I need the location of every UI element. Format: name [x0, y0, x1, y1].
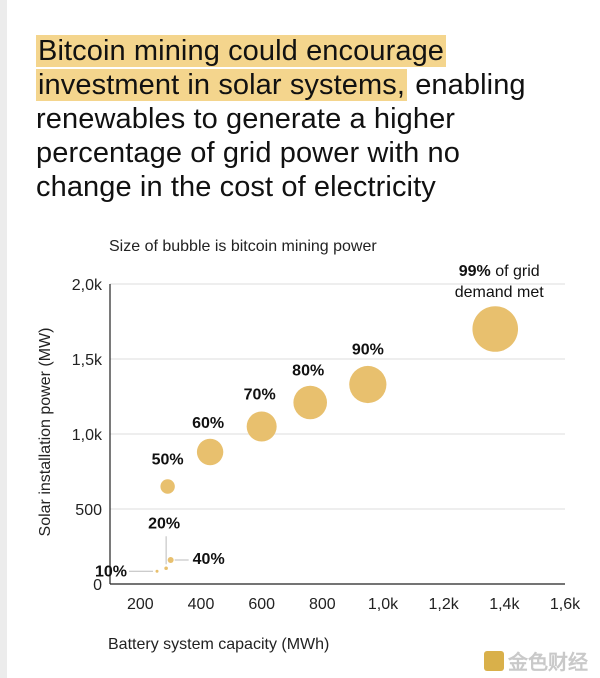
bubble-label: 60%	[192, 415, 224, 432]
bubbles	[155, 306, 519, 573]
y-tick-label: 2,0k	[72, 277, 103, 294]
bubble-10pct	[155, 569, 159, 573]
bubble-label: 40%	[193, 551, 225, 568]
bubble-label: 80%	[292, 363, 324, 380]
watermark-text: 金色财经	[508, 652, 588, 674]
bubble-20pct	[164, 566, 168, 571]
label-connectors	[129, 536, 189, 572]
y-tick-label: 500	[75, 502, 102, 519]
headline-rest: enabling renewables to generate a higher…	[36, 69, 526, 203]
bubble-label: 90%	[352, 342, 384, 359]
bubble-label: 10%	[95, 563, 127, 580]
x-tick-label: 1,2k	[429, 596, 460, 613]
axes	[109, 284, 565, 585]
bubble-labels: 10% 20% 40% 50% 60% 70% 80% 90% 99% of grid deman…	[95, 263, 544, 580]
bubble-60pct	[196, 438, 224, 466]
bubble-99pct	[472, 306, 519, 352]
y-tick-label: 1,5k	[72, 352, 103, 369]
x-tick-label: 400	[188, 596, 215, 613]
y-axis-label: Solar installation power (MW)	[37, 328, 54, 537]
x-tick-label: 1,4k	[489, 596, 520, 613]
y-tick-label: 0	[93, 577, 102, 594]
x-tick-label: 1,0k	[368, 596, 399, 613]
y-tick-labels: 0 500 1,0k 1,5k 2,0k	[72, 277, 103, 594]
watermark: 金色财经	[484, 646, 588, 675]
chart-subtitle: Size of bubble is bitcoin mining power	[109, 238, 377, 255]
x-tick-label: 200	[127, 596, 154, 613]
x-tick-labels: 200 400 600 800 1,0k 1,2k 1,4k 1,6k	[127, 596, 581, 613]
watermark-logo-icon	[484, 650, 504, 671]
bubble-label: 99% of grid	[459, 263, 540, 280]
bubble-40pct	[167, 557, 174, 563]
y-tick-label: 1,0k	[72, 427, 103, 444]
left-edge-rule	[0, 0, 7, 678]
bubble-80pct	[293, 385, 328, 420]
bubble-90pct	[349, 365, 387, 404]
bubble-50pct	[160, 479, 175, 494]
bubble-70pct	[246, 411, 277, 442]
bubble-label-line2: demand met	[455, 284, 544, 301]
headline: Bitcoin mining could encourage investmen…	[36, 34, 556, 204]
bubble-label: 50%	[152, 452, 184, 469]
bubble-label: 20%	[148, 515, 180, 532]
x-axis-label: Battery system capacity (MWh)	[108, 636, 329, 653]
grid-lines	[110, 283, 565, 510]
x-tick-label: 800	[309, 596, 336, 613]
x-tick-label: 600	[248, 596, 275, 613]
bubble-label: 70%	[244, 387, 276, 404]
x-tick-label: 1,6k	[550, 596, 581, 613]
